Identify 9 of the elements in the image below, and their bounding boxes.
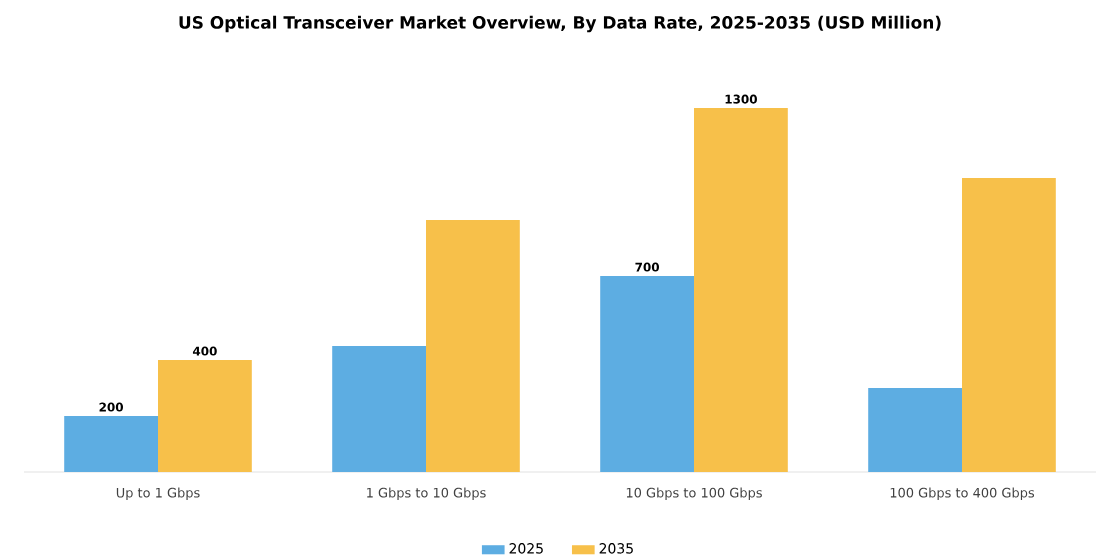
bar	[426, 220, 520, 472]
bar	[332, 346, 426, 472]
bar	[694, 108, 788, 472]
bar	[158, 360, 252, 472]
bar	[868, 388, 963, 472]
chart-title: US Optical Transceiver Market Overview, By Data Rate, 2025-2035 (USD Million)	[179, 15, 941, 33]
bar	[64, 416, 158, 472]
bar	[962, 178, 1056, 472]
bar	[600, 276, 695, 472]
